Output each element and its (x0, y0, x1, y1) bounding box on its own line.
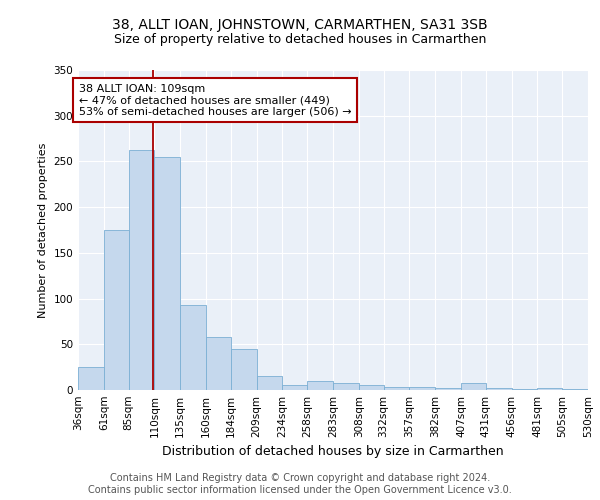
Bar (461, 382, 486, 390)
Bar (257, 376, 283, 390)
Bar (104, 230, 128, 390)
Y-axis label: Number of detached properties: Number of detached properties (38, 142, 48, 318)
Bar (512, 389, 538, 390)
Text: Contains HM Land Registry data © Crown copyright and database right 2024.
Contai: Contains HM Land Registry data © Crown c… (88, 474, 512, 495)
Bar (307, 381, 333, 390)
Bar (180, 305, 206, 390)
Bar (154, 157, 180, 390)
X-axis label: Distribution of detached houses by size in Carmarthen: Distribution of detached houses by size … (162, 446, 504, 458)
Text: Size of property relative to detached houses in Carmarthen: Size of property relative to detached ho… (114, 32, 486, 46)
Bar (486, 388, 512, 390)
Bar (333, 382, 359, 390)
Bar (409, 388, 435, 390)
Bar (538, 388, 562, 390)
Bar (206, 337, 231, 390)
Text: 38, ALLT IOAN, JOHNSTOWN, CARMARTHEN, SA31 3SB: 38, ALLT IOAN, JOHNSTOWN, CARMARTHEN, SA… (112, 18, 488, 32)
Bar (283, 386, 307, 390)
Bar (359, 386, 383, 390)
Bar (383, 388, 409, 390)
Bar (128, 150, 154, 390)
Bar (435, 388, 461, 390)
Text: 38 ALLT IOAN: 109sqm
← 47% of detached houses are smaller (449)
53% of semi-deta: 38 ALLT IOAN: 109sqm ← 47% of detached h… (79, 84, 352, 117)
Bar (78, 367, 104, 390)
Bar (231, 349, 257, 390)
Bar (562, 389, 588, 390)
